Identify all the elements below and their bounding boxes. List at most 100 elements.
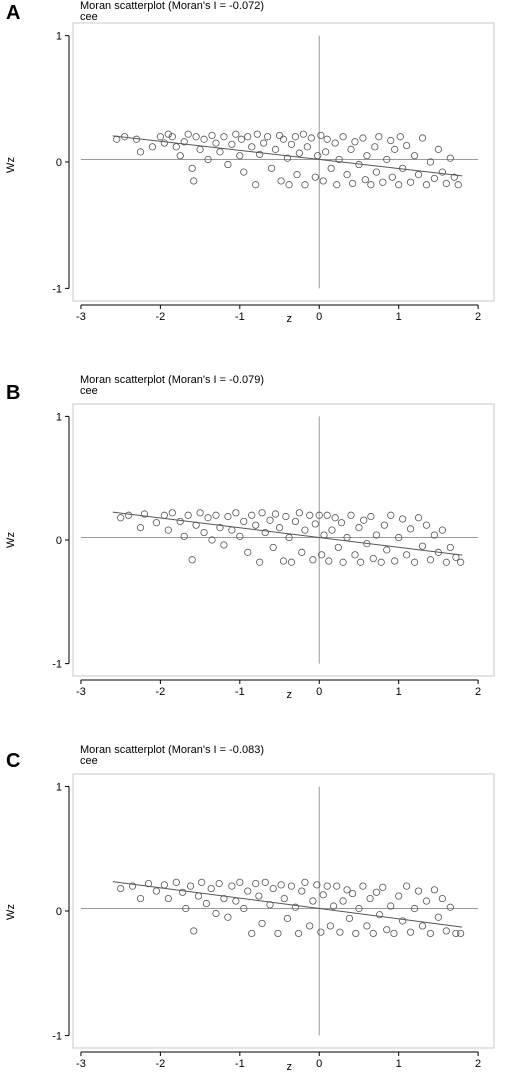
data-point — [395, 892, 403, 900]
data-point — [356, 558, 365, 566]
data-point — [283, 914, 292, 923]
data-point — [339, 558, 347, 566]
x-tick-label: 0 — [316, 1058, 322, 1070]
data-point — [220, 133, 228, 141]
data-point — [202, 899, 211, 908]
data-point — [355, 904, 363, 913]
data-point — [168, 133, 176, 141]
chart-title-b: Moran scatterplot (Moran's I = -0.079) — [80, 374, 264, 386]
x-axis-label: z — [286, 689, 292, 701]
data-point — [333, 181, 341, 189]
data-point — [136, 894, 145, 903]
data-point — [337, 519, 346, 527]
data-point — [125, 511, 133, 519]
data-point — [438, 894, 446, 903]
y-tick-label: 1 — [56, 31, 62, 43]
data-point — [345, 914, 354, 923]
data-point — [323, 882, 331, 890]
data-point — [198, 878, 206, 886]
x-tick-label: -3 — [76, 1058, 86, 1070]
panel-c: C Moran scatterplot (Moran's I = -0.083)… — [0, 744, 505, 1076]
data-point — [318, 551, 326, 559]
data-point — [172, 143, 180, 151]
data-point — [228, 526, 236, 534]
x-tick-label: 0 — [316, 311, 322, 323]
data-point — [164, 526, 172, 534]
data-point — [452, 929, 460, 938]
data-point — [117, 884, 125, 893]
data-point — [172, 878, 180, 886]
data-point — [399, 164, 407, 172]
x-tick-label: 1 — [396, 311, 402, 323]
data-point — [422, 521, 431, 529]
data-point — [367, 181, 375, 189]
data-point — [387, 136, 395, 145]
data-point — [380, 521, 388, 529]
data-point — [190, 927, 198, 935]
data-point — [228, 882, 236, 890]
data-point — [252, 521, 260, 529]
data-point — [180, 138, 188, 146]
data-point — [377, 558, 385, 566]
chart-title-c: Moran scatterplot (Moran's I = -0.083) — [80, 744, 264, 756]
data-point — [355, 160, 363, 169]
data-point — [379, 883, 387, 891]
data-point — [387, 902, 395, 910]
regression-line — [112, 135, 463, 177]
data-point — [450, 173, 458, 181]
x-tick-label: -2 — [155, 686, 165, 698]
x-tick-label: -2 — [155, 1058, 165, 1070]
data-point — [176, 152, 184, 160]
y-axis-label: Wz — [5, 157, 17, 173]
data-point — [271, 510, 280, 518]
regression-line — [112, 881, 463, 928]
data-point — [301, 526, 309, 534]
data-point — [331, 514, 339, 522]
data-point — [434, 145, 442, 153]
data-point — [192, 133, 200, 141]
data-point — [328, 526, 336, 534]
data-point — [406, 525, 415, 533]
data-point — [376, 911, 384, 919]
data-point — [309, 556, 317, 564]
plot-frame — [72, 403, 495, 677]
data-point — [430, 886, 439, 894]
data-point — [334, 543, 342, 552]
data-point — [326, 922, 334, 930]
data-point — [339, 133, 347, 141]
data-point — [148, 143, 157, 151]
data-point — [414, 514, 423, 522]
data-point — [372, 168, 381, 176]
data-point — [383, 155, 391, 164]
data-point — [343, 171, 351, 179]
data-point — [418, 922, 427, 930]
x-axis-label: z — [286, 313, 292, 325]
data-point — [224, 512, 232, 521]
data-point — [277, 881, 285, 889]
data-point — [403, 141, 411, 150]
data-point — [317, 928, 325, 936]
data-point — [285, 181, 293, 189]
data-point — [266, 901, 274, 909]
data-point — [215, 880, 223, 888]
data-point — [414, 887, 423, 895]
data-point — [457, 929, 465, 938]
data-point — [258, 919, 266, 928]
data-point — [160, 139, 168, 147]
data-point — [269, 543, 277, 552]
data-point — [430, 174, 439, 183]
data-point — [319, 177, 327, 185]
data-point — [351, 138, 359, 146]
data-point — [204, 155, 212, 164]
data-point — [280, 894, 288, 903]
data-point — [406, 928, 415, 936]
chart-subtitle-b: cee — [80, 385, 98, 397]
data-point — [410, 904, 419, 913]
data-point — [372, 888, 381, 896]
data-point — [355, 524, 363, 532]
data-point — [208, 131, 216, 140]
panel-label-c: C — [6, 750, 21, 772]
data-point — [301, 181, 309, 189]
x-tick-label: 2 — [475, 311, 481, 323]
data-point — [291, 903, 300, 911]
